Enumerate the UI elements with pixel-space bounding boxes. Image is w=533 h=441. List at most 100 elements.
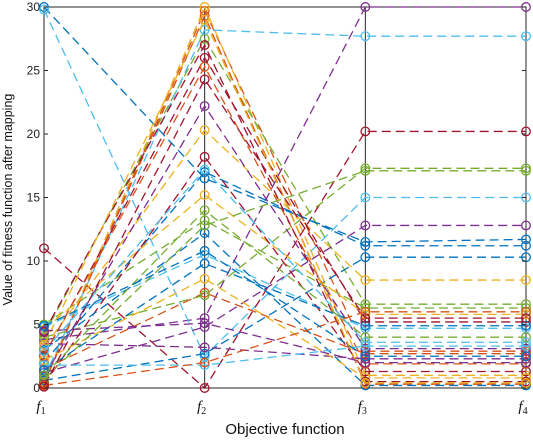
series-line [43,256,526,382]
data-point [360,165,371,176]
y-axis: 0 5 10 15 20 25 30 [27,0,526,395]
series-36 [39,245,531,362]
data-point [199,258,210,269]
series-31 [39,14,531,388]
data-point [521,309,531,320]
series-1 [39,2,531,247]
data-point [199,228,210,239]
data-point [521,377,531,388]
x-tick-base: f [197,399,203,415]
data-point [39,339,49,350]
series-line [43,292,526,370]
x-tick-subscript: 2 [201,406,206,417]
data-point [360,220,371,231]
series-30 [39,306,531,391]
data-point [521,192,531,203]
x-tick-base: f [358,399,364,415]
series-23 [39,61,531,369]
data-point [199,14,210,25]
series-line [43,78,526,388]
series-8 [39,167,531,368]
series-6 [39,4,531,362]
x-tick-label: f1 [36,399,45,417]
data-point [199,61,210,72]
data-point [521,31,531,42]
data-point [39,381,49,392]
series-line [43,130,526,389]
series-line [43,253,526,329]
data-point [199,287,210,298]
y-tick-label: 0 [33,381,40,395]
data-point [39,325,49,336]
y-axis-title: Value of fitness function after mapping [1,94,15,306]
series-25 [39,101,531,382]
data-point [199,360,210,371]
series-line [43,6,527,243]
y-tick-label: 25 [27,64,41,78]
series-10 [39,125,531,353]
data-point [521,353,531,364]
data-point [199,318,210,329]
data-point [199,10,210,21]
data-point [199,205,210,216]
data-point [360,275,371,286]
data-point [360,252,371,263]
data-point [360,357,371,368]
x-tick-base: f [518,399,524,415]
y-tick-label: 15 [27,191,41,205]
series-35 [39,74,531,392]
series-line [43,129,526,348]
axes-box [43,6,527,389]
x-tick-label: f3 [358,399,367,417]
series-line [43,342,526,360]
data-point [360,31,371,42]
series-line [43,37,526,335]
series-line [43,194,526,331]
data-point [360,2,371,12]
data-point [360,377,371,388]
data-point [521,275,531,286]
series-line [43,56,526,357]
data-point [360,337,371,348]
series-line [43,168,526,352]
series-line [43,29,526,379]
data-point [360,240,371,251]
data-point [199,215,210,226]
series-line [43,65,526,365]
data-point [39,4,49,15]
series-32 [39,318,531,368]
x-tick-subscript: 3 [362,406,367,417]
data-point [521,332,531,343]
x-tick-label: f2 [197,399,206,417]
data-point [360,163,371,174]
data-point [360,343,371,354]
data-point [39,370,49,381]
series-line [43,250,526,357]
series-line [43,322,526,364]
series-line [43,224,526,374]
series-7 [39,126,531,393]
data-point [521,357,531,368]
data-point [199,125,210,136]
series-line [43,5,526,382]
data-point [199,220,210,231]
data-point [199,245,210,256]
series-line [43,232,526,387]
data-point [199,190,210,200]
series-line [43,278,526,379]
data-point [199,167,210,178]
data-point [199,273,210,284]
data-point [360,192,371,203]
series-28 [39,40,531,387]
series-line [43,311,526,387]
data-point [360,320,371,331]
series-9 [39,287,531,374]
series-line [43,6,526,341]
plot-area [43,6,527,389]
data-point [360,313,371,324]
data-point [521,234,531,245]
series-27 [39,341,531,371]
data-point [521,126,531,137]
data-point [199,101,210,112]
